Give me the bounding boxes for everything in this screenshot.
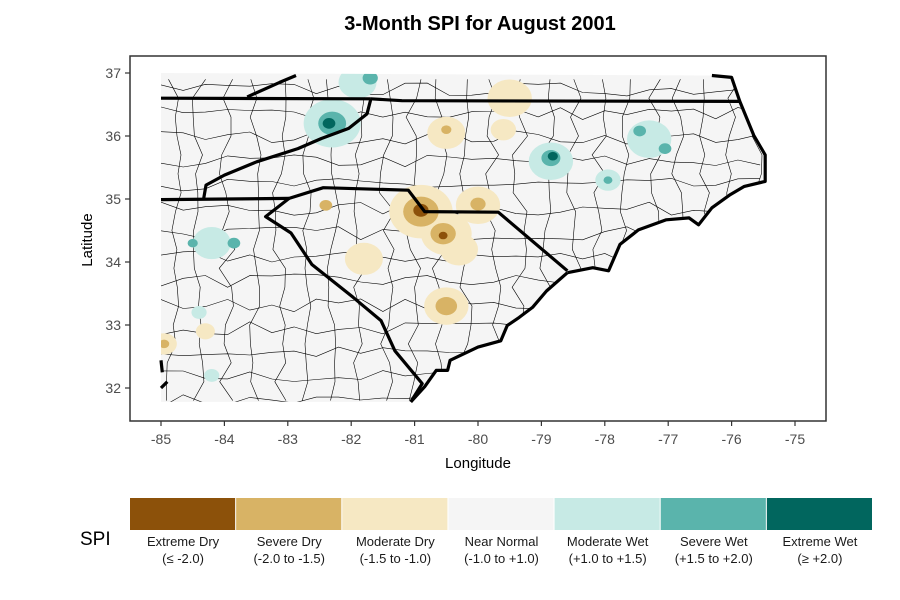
legend-range: (+1.5 to +2.0) [675, 551, 753, 566]
legend-swatch [342, 498, 448, 530]
spi-anomalies [161, 73, 672, 382]
state-boundary [567, 73, 767, 275]
legend-label: Near Normal [465, 534, 539, 549]
legend-label: Severe Wet [680, 534, 748, 549]
y-tick-label: 33 [105, 317, 121, 333]
legend-label: Extreme Wet [782, 534, 857, 549]
county-line [379, 79, 395, 401]
x-tick-label: -77 [658, 431, 678, 447]
spi-cell-extreme-wet [322, 118, 336, 129]
state-boundary [160, 196, 290, 202]
spi-cell-severe-dry [435, 296, 458, 316]
legend-range: (-2.0 to -1.5) [253, 551, 325, 566]
county-line [161, 394, 761, 402]
county-line [405, 79, 422, 401]
spi-cell-moderate-dry [195, 323, 215, 340]
county-line [161, 178, 761, 192]
spi-cell-extreme-dry [413, 203, 429, 217]
x-tick-label: -83 [278, 431, 298, 447]
county-line [249, 79, 262, 401]
spi-cell-severe-wet [362, 73, 378, 85]
x-tick-label: -82 [341, 431, 361, 447]
spi-cell-moderate-wet [191, 305, 207, 319]
legend-swatch [448, 498, 554, 530]
spi-cell-severe-dry [319, 199, 333, 211]
legend-swatch [660, 498, 766, 530]
y-tick-label: 37 [105, 65, 121, 81]
map-panel [159, 73, 767, 403]
spi-cell-severe-wet [633, 125, 647, 137]
spi-cell-severe-wet [603, 176, 613, 184]
county-line [272, 79, 287, 401]
spi-cell-moderate-dry [490, 118, 517, 141]
spi-cell-severe-dry [441, 125, 452, 134]
y-tick-label: 34 [105, 254, 121, 270]
state-boundary [246, 74, 297, 99]
spi-cell-moderate-dry [487, 79, 532, 117]
state-boundary [370, 97, 740, 103]
county-line [161, 82, 761, 97]
legend: Extreme Dry (≤ -2.0) Severe Dry (-2.0 to -1… [130, 498, 872, 566]
spi-cell-moderate-wet [192, 227, 231, 260]
legend-label: Moderate Dry [356, 534, 435, 549]
y-tick-label: 36 [105, 128, 121, 144]
y-tick-label: 35 [105, 191, 121, 207]
legend-range: (-1.0 to +1.0) [464, 551, 539, 566]
legend-label: Extreme Dry [147, 534, 220, 549]
legend-range: (≤ -2.0) [162, 551, 204, 566]
x-tick-label: -81 [404, 431, 424, 447]
state-boundary [264, 197, 424, 403]
x-tick-label: -85 [151, 431, 171, 447]
state-boundaries [159, 73, 767, 403]
y-axis-label: Latitude [79, 213, 96, 266]
x-axis-label: Longitude [445, 455, 511, 472]
legend-range: (-1.5 to -1.0) [360, 551, 432, 566]
legend-range: (≥ +2.0) [797, 551, 842, 566]
county-line [353, 79, 366, 401]
spi-cell-severe-wet [187, 238, 198, 248]
y-axis: 32 33 34 35 36 37 [105, 65, 130, 396]
state-boundary [160, 96, 371, 101]
legend-swatch [236, 498, 342, 530]
x-tick-label: -80 [468, 431, 488, 447]
x-tick-label: -75 [785, 431, 805, 447]
spi-cell-moderate-wet [204, 368, 220, 382]
legend-swatch [766, 498, 872, 530]
legend-label: Moderate Wet [567, 534, 649, 549]
spi-cell-extreme-dry [438, 231, 448, 240]
county-line [161, 154, 761, 168]
spi-cell-severe-dry [470, 197, 486, 211]
chart-title: 3-Month SPI for August 2001 [344, 13, 616, 35]
spi-cell-severe-wet [227, 237, 241, 249]
legend-label: Severe Dry [257, 534, 323, 549]
x-tick-label: -84 [214, 431, 234, 447]
spi-cell-severe-dry [161, 339, 170, 349]
state-boundary [159, 380, 169, 390]
state-boundary [201, 98, 373, 200]
spi-cell-moderate-dry [344, 242, 383, 275]
spi-cell-severe-wet [658, 143, 672, 154]
legend-swatch [554, 498, 660, 530]
legend-range: (+1.0 to +1.5) [569, 551, 647, 566]
state-boundary [409, 271, 569, 403]
legend-title: SPI [80, 529, 111, 550]
x-tick-label: -76 [721, 431, 741, 447]
x-tick-label: -78 [595, 431, 615, 447]
x-axis: -85 -84 -83 -82 -81 -80 -79 -78 -77 -76 -75 [151, 421, 805, 447]
y-tick-label: 32 [105, 380, 121, 396]
county-line [751, 79, 766, 401]
legend-swatch [130, 498, 236, 530]
state-boundary [159, 360, 164, 373]
state-boundary [288, 186, 569, 273]
county-line [161, 106, 761, 120]
x-tick-label: -79 [531, 431, 551, 447]
spi-cell-extreme-wet [547, 151, 558, 161]
